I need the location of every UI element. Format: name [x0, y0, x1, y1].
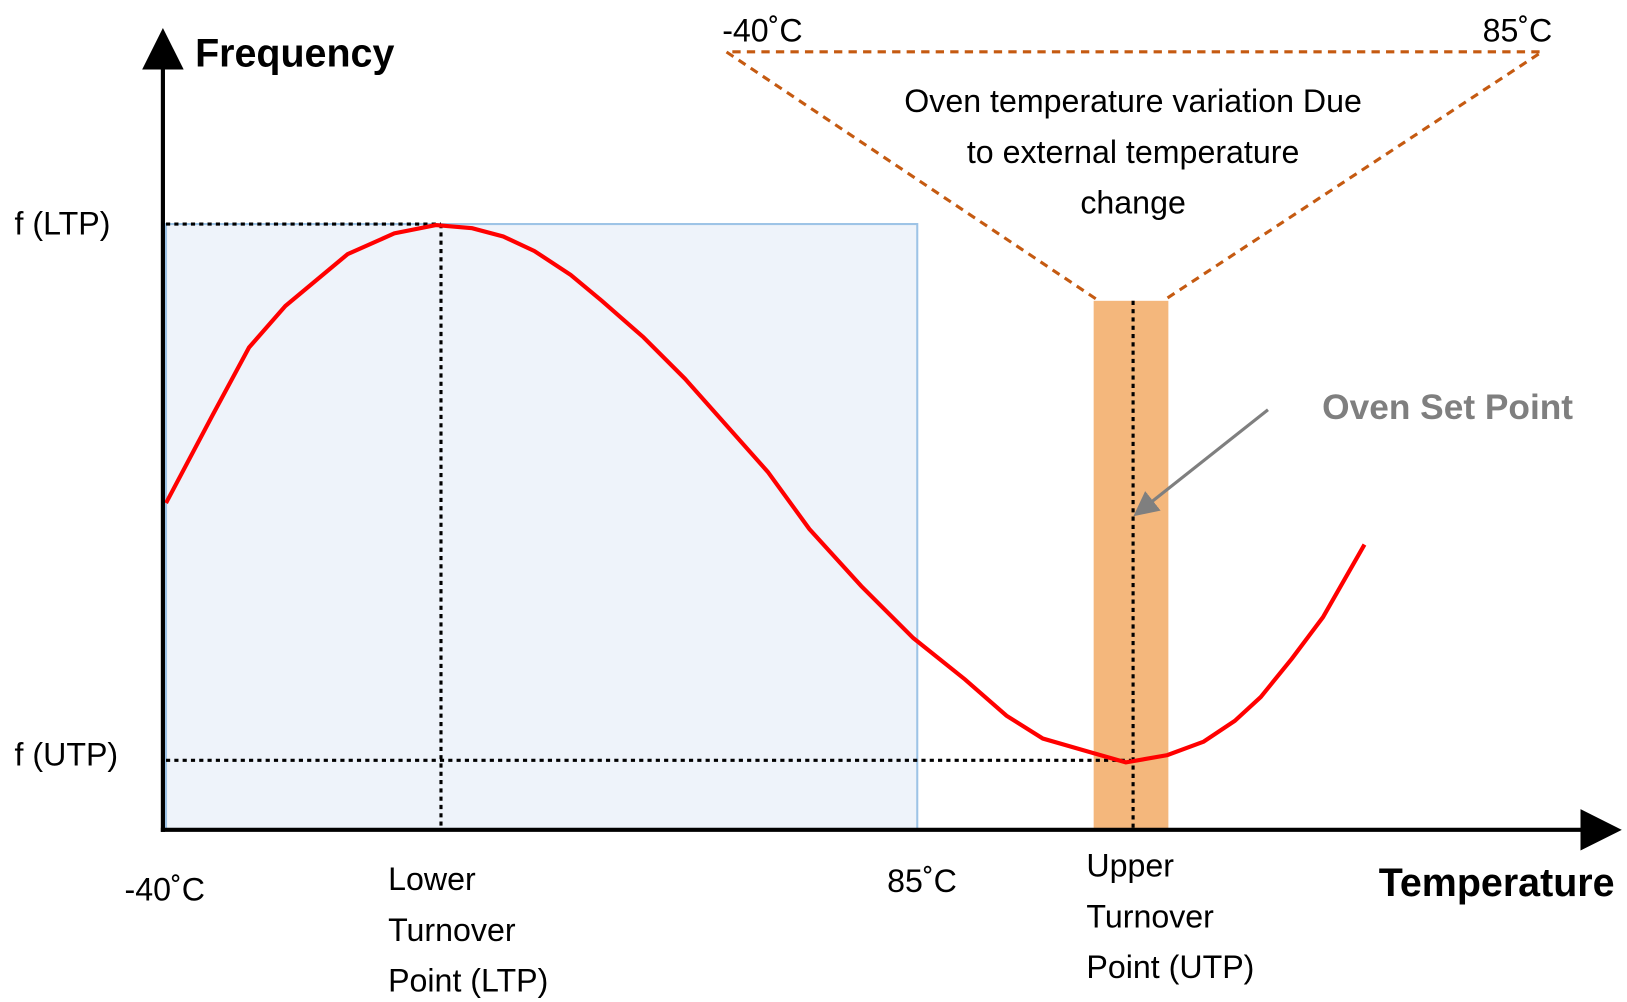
y-label: f (LTP) [15, 205, 111, 241]
x-label: -40˚C [125, 871, 205, 907]
frequency-curve [164, 222, 1367, 765]
y-label: f (UTP) [15, 737, 119, 773]
oven-range-low: -40˚C [722, 12, 802, 48]
x-axis-title: Temperature [1379, 861, 1615, 905]
oven-range-funnel [721, 50, 1548, 301]
oven-band [1093, 300, 1169, 830]
set-point-label: Oven Set Point [1322, 388, 1573, 427]
x-label: Upper Turnover Point (UTP) [1086, 847, 1254, 985]
set-point-arrow [1133, 408, 1269, 517]
ambient-range-box [164, 223, 919, 831]
y-axis-title: Frequency [195, 31, 394, 75]
x-label: 85˚C [887, 863, 957, 899]
x-label: Lower Turnover Point (LTP) [388, 861, 548, 999]
oven-range-high: 85˚C [1483, 12, 1553, 48]
oven-range-description: Oven temperature variation Due to externa… [904, 83, 1362, 221]
